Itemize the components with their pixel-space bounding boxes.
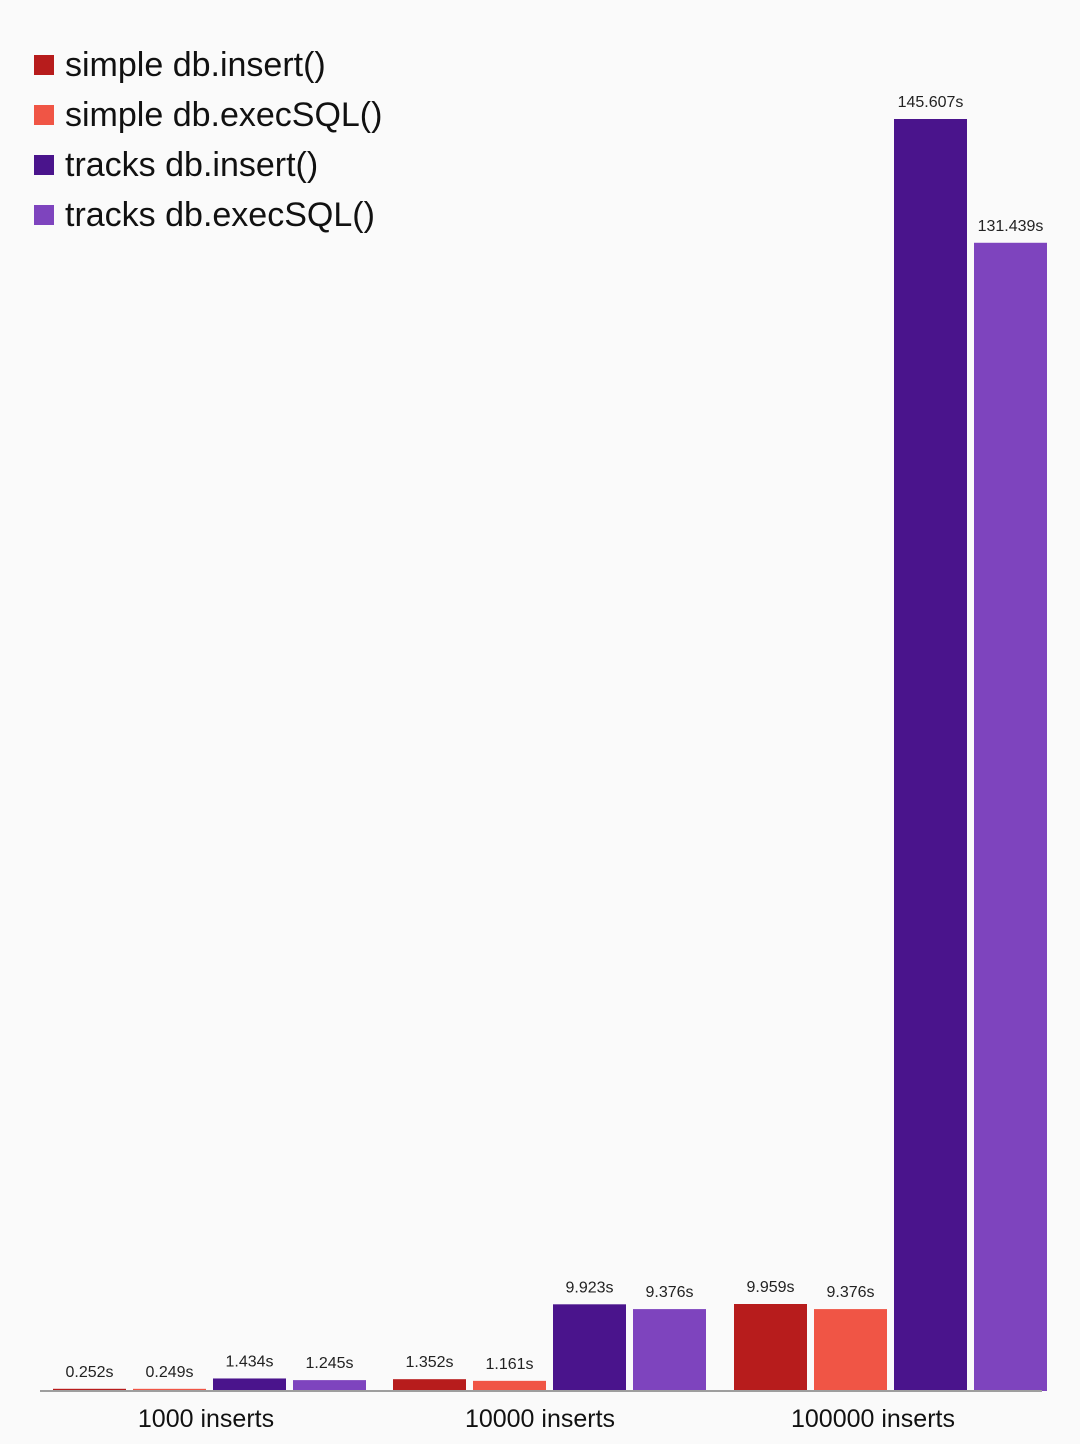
legend-item-tracks-execsql: tracks db.execSQL() [34, 190, 382, 240]
legend-swatch-tracks-execsql [34, 205, 54, 225]
legend-item-simple-execsql: simple db.execSQL() [34, 90, 382, 140]
legend-label-simple-execsql: simple db.execSQL() [65, 95, 383, 134]
bar-tracks-db-insert-10000-inserts [553, 1304, 626, 1391]
category-labels-group: 1000 inserts 10000 inserts 100000 inserts [138, 1405, 955, 1433]
legend-swatch-simple-insert [34, 55, 54, 75]
legend-swatch-tracks-insert [34, 155, 54, 175]
bar-simple-db-insert-1000-inserts [53, 1388, 126, 1391]
data-labels-group: 0.252s 0.249s 1.434s 1.245s 1.352s 1.161s 9.92… [65, 94, 1043, 1381]
data-label-tracks-db-insert-10000-inserts: 9.923s [565, 1279, 613, 1296]
data-label-simple-db-insert-10000-inserts: 1.352s [405, 1354, 453, 1371]
legend-label-simple-insert: simple db.insert() [65, 45, 326, 84]
data-label-tracks-db-insert-1000-inserts: 1.434s [225, 1353, 273, 1370]
data-label-simple-db-insert-1000-inserts: 0.252s [65, 1364, 113, 1381]
data-label-tracks-db-insert-100000-inserts: 145.607s [898, 94, 964, 111]
bar-simple-db-execsql-100000-inserts [814, 1309, 887, 1391]
bar-simple-db-insert-10000-inserts [393, 1379, 466, 1391]
legend-item-simple-insert: simple db.insert() [34, 40, 382, 90]
legend: simple db.insert() simple db.execSQL() t… [34, 40, 382, 240]
data-label-tracks-db-execsql-1000-inserts: 1.245s [305, 1355, 353, 1372]
legend-item-tracks-insert: tracks db.insert() [34, 140, 382, 190]
data-label-simple-db-execsql-1000-inserts: 0.249s [145, 1364, 193, 1381]
category-label-1000-inserts: 1000 inserts [138, 1405, 274, 1433]
bar-tracks-db-insert-100000-inserts [894, 119, 967, 1391]
data-label-tracks-db-execsql-10000-inserts: 9.376s [645, 1284, 693, 1301]
legend-label-tracks-insert: tracks db.insert() [65, 145, 319, 184]
bar-tracks-db-execsql-10000-inserts [633, 1309, 706, 1391]
category-label-10000-inserts: 10000 inserts [465, 1405, 615, 1433]
legend-label-tracks-execsql: tracks db.execSQL() [65, 195, 375, 234]
bar-tracks-db-execsql-100000-inserts [974, 242, 1047, 1392]
data-label-tracks-db-execsql-100000-inserts: 131.439s [978, 218, 1044, 235]
bar-tracks-db-insert-1000-inserts [213, 1378, 286, 1391]
bar-simple-db-insert-100000-inserts [734, 1303, 807, 1391]
bar-simple-db-execsql-1000-inserts [133, 1388, 206, 1391]
legend-swatch-simple-execsql [34, 105, 54, 125]
data-label-simple-db-execsql-10000-inserts: 1.161s [485, 1356, 533, 1373]
data-label-simple-db-execsql-100000-inserts: 9.376s [826, 1284, 874, 1301]
bar-simple-db-execsql-10000-inserts [473, 1380, 546, 1391]
bar-tracks-db-execsql-1000-inserts [293, 1380, 366, 1391]
category-label-100000-inserts: 100000 inserts [791, 1405, 955, 1433]
bars-group [53, 119, 1047, 1392]
data-label-simple-db-insert-100000-inserts: 9.959s [746, 1279, 794, 1296]
